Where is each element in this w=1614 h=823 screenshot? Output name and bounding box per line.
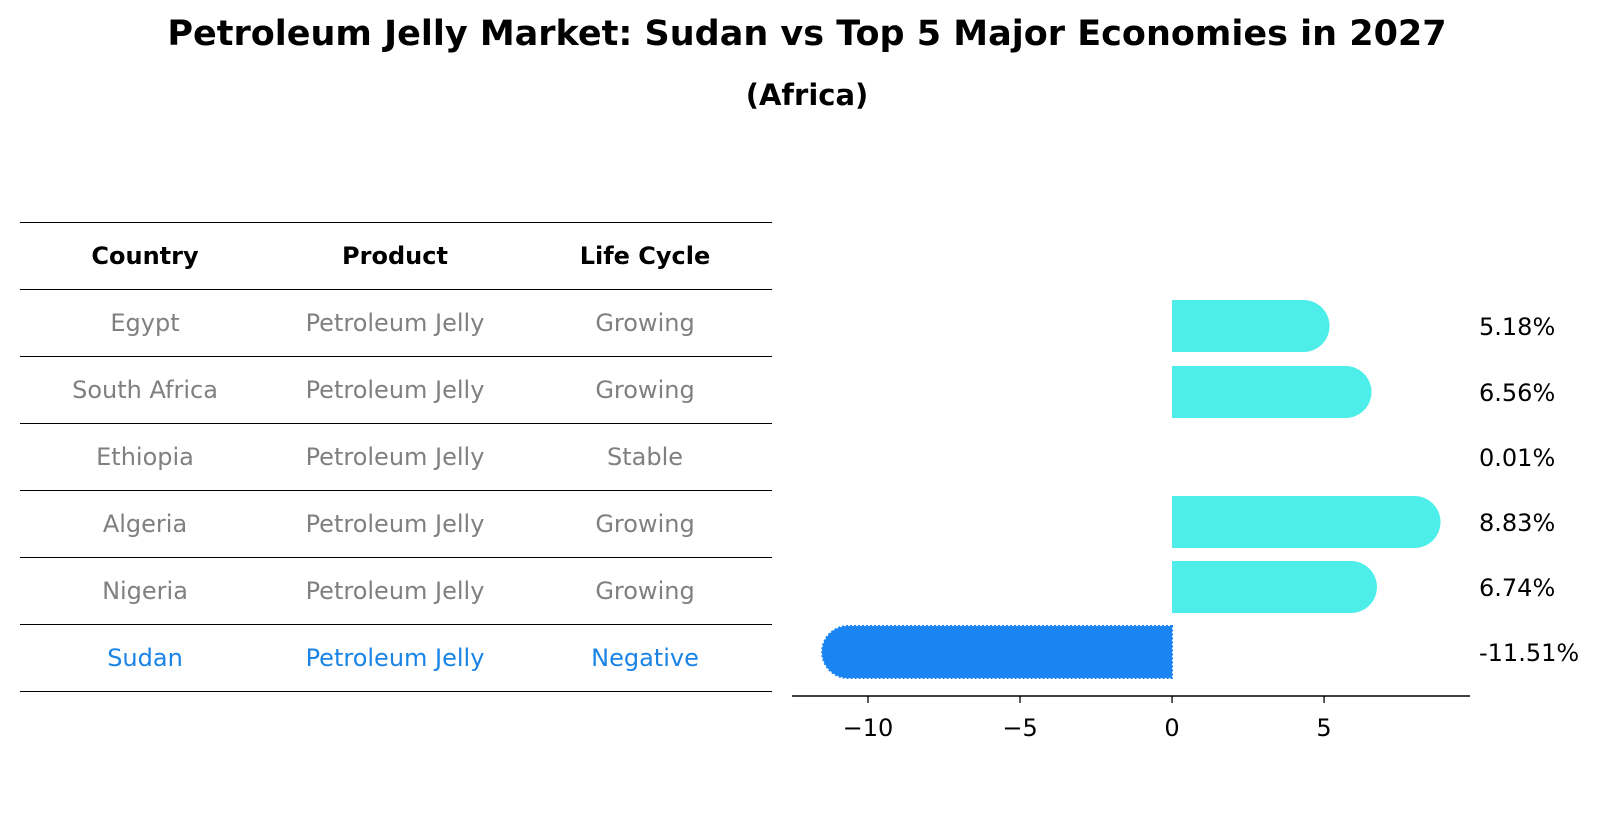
cell-product: Petroleum Jelly <box>305 577 485 605</box>
x-tick-label: 0 <box>1164 714 1179 742</box>
cell-life-cycle: Growing <box>595 309 695 337</box>
cell-country: Algeria <box>102 510 188 538</box>
cell-product: Petroleum Jelly <box>305 309 485 337</box>
table-row: Nigeria Petroleum Jelly Growing <box>20 557 772 624</box>
cell-life-cycle: Negative <box>591 644 699 672</box>
data-label: 6.56% <box>1479 379 1555 407</box>
table-row: South Africa Petroleum Jelly Growing <box>20 356 772 423</box>
bar-nigeria <box>1172 561 1377 613</box>
data-label: -11.51% <box>1479 639 1579 667</box>
header-country: Country <box>91 242 199 270</box>
cell-product: Petroleum Jelly <box>305 510 485 538</box>
data-label: 8.83% <box>1479 509 1555 537</box>
cell-country: Egypt <box>110 309 180 337</box>
data-label: 5.18% <box>1479 313 1555 341</box>
cell-product: Petroleum Jelly <box>305 443 485 471</box>
cell-life-cycle: Growing <box>595 577 695 605</box>
table-row: Ethiopia Petroleum Jelly Stable <box>20 423 772 490</box>
cell-life-cycle: Stable <box>606 443 684 471</box>
cell-life-cycle: Growing <box>595 510 695 538</box>
cell-product: Petroleum Jelly <box>305 376 485 404</box>
bar-egypt <box>1172 300 1330 352</box>
cell-country: South Africa <box>72 376 218 404</box>
chart-title: Petroleum Jelly Market: Sudan vs Top 5 M… <box>167 14 1447 54</box>
header-product: Product <box>342 242 448 270</box>
bar-algeria <box>1172 496 1441 548</box>
cell-country: Nigeria <box>102 577 188 605</box>
bar-south-africa <box>1172 366 1372 418</box>
bar-sudan <box>821 625 1174 679</box>
cell-country: Ethiopia <box>96 443 194 471</box>
x-tick-label: −5 <box>1002 714 1037 742</box>
data-table: Country Product Life Cycle Egypt Petrole… <box>20 222 772 692</box>
x-tick-label: 5 <box>1316 714 1331 742</box>
table-row-highlight: Sudan Petroleum Jelly Negative <box>20 624 772 692</box>
table-row: Algeria Petroleum Jelly Growing <box>20 490 772 557</box>
data-label: 0.01% <box>1479 444 1555 472</box>
cell-product: Petroleum Jelly <box>305 644 485 672</box>
header-life-cycle: Life Cycle <box>579 242 711 270</box>
data-label: 6.74% <box>1479 574 1555 602</box>
table-header-row: Country Product Life Cycle <box>20 222 772 289</box>
table-row: Egypt Petroleum Jelly Growing <box>20 289 772 356</box>
x-tick-label: −10 <box>843 714 894 742</box>
cell-country: Sudan <box>107 644 183 672</box>
chart-subtitle: (Africa) <box>745 78 869 112</box>
cell-life-cycle: Growing <box>595 376 695 404</box>
